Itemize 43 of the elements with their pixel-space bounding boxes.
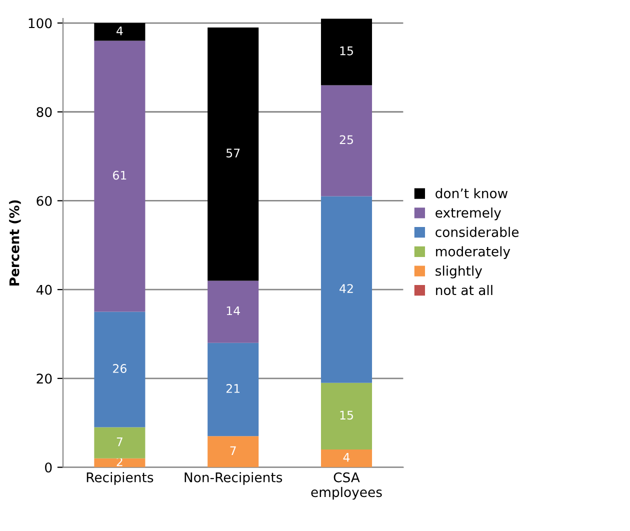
legend-label: not at all [436, 284, 492, 296]
bar [94, 23, 146, 41]
x-tick-label: Non-Recipients [184, 472, 282, 485]
legend-label: moderately [436, 246, 510, 259]
data-label: 15 [340, 410, 353, 420]
y-tick-label: 100 [28, 18, 52, 28]
bar [320, 450, 372, 468]
y-tick-label: 60 [36, 196, 52, 206]
data-label: 42 [340, 284, 353, 293]
legend-label: slightly [436, 266, 482, 278]
bar [208, 280, 259, 343]
data-label: 21 [226, 384, 240, 393]
bar [94, 40, 146, 312]
data-label: 61 [113, 170, 126, 180]
data-label: 25 [340, 135, 353, 144]
bar [320, 196, 372, 383]
x-tick-label: Recipients [86, 472, 154, 485]
bar [94, 427, 146, 458]
bar [94, 458, 146, 468]
data-label: 4 [116, 26, 123, 36]
bar [208, 342, 259, 436]
legend-label: don’t know [436, 188, 508, 198]
data-label: 7 [230, 446, 236, 455]
legend-label: extremely [436, 207, 502, 220]
y-tick-label: 40 [36, 284, 52, 295]
y-tick-label: 0 [45, 462, 52, 472]
data-label: 4 [343, 453, 350, 462]
bar [320, 85, 372, 196]
bar [320, 382, 372, 450]
bar [320, 18, 372, 86]
x-tick-label: CSA employees [311, 472, 382, 500]
y-axis-title: Percent (%) [9, 200, 21, 286]
bar [208, 27, 259, 281]
legend-label: considerable [436, 226, 519, 238]
bar [94, 312, 146, 428]
y-tick-label: 80 [36, 107, 52, 118]
y-tick-label: 20 [36, 374, 52, 384]
data-label: 14 [226, 306, 240, 316]
data-label: 15 [340, 46, 353, 56]
data-label: 7 [116, 437, 122, 446]
data-label: 26 [113, 364, 126, 373]
data-label: 57 [226, 148, 240, 158]
bar [208, 436, 259, 468]
